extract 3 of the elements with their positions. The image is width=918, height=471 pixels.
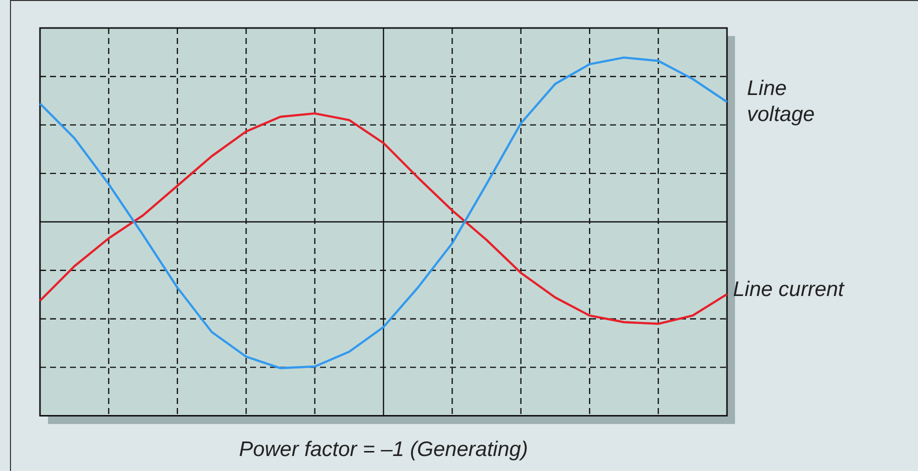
- series-label: Line current: [733, 278, 846, 302]
- series-label: Line voltage: [747, 76, 815, 126]
- x-axis-title: Power factor = –1 (Generating): [239, 438, 528, 462]
